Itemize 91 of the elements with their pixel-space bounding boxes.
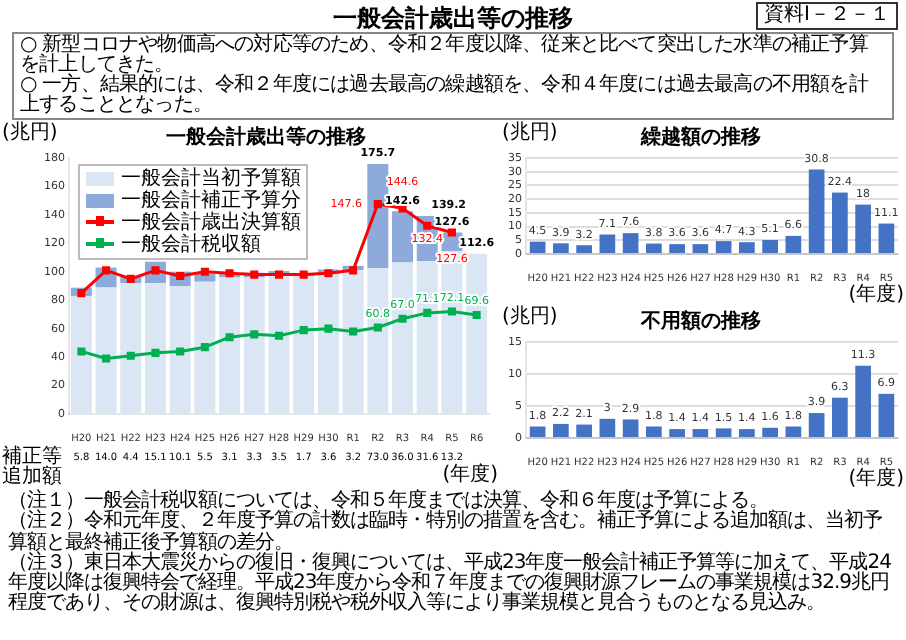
y-axis-title: (兆円) [502,122,558,144]
point [349,266,358,275]
bar [622,419,639,437]
point [324,269,333,278]
bar [808,413,825,437]
point [126,351,135,360]
point [102,266,111,275]
bar [392,262,414,414]
bar [669,244,685,253]
point [250,330,259,339]
bar [553,423,569,437]
point [398,314,407,323]
text: ○ 一方、結果的には、令和２年度には過去最高の繰越額を、令和４年度には過去最高の不用額を計上することとなった。 [20,74,871,116]
bar [529,241,546,253]
bar [144,283,166,414]
point [324,324,333,333]
bar [715,241,732,253]
point [373,200,382,209]
point [299,326,308,335]
point [423,221,432,230]
bar [669,429,685,437]
bar [646,426,662,437]
bar [878,223,895,253]
chart-title: 一般会計歳出等の推移 [166,125,366,150]
bar [599,418,616,437]
text: 一般会計歳出等の推移 [333,4,573,32]
x-axis-title: (年度) [442,464,498,486]
point [274,270,284,279]
bar [715,428,732,437]
point [373,323,382,332]
x-axis-title: (年度) [848,468,904,490]
bar [219,277,241,414]
bar [553,243,569,253]
chart-title: 繰越額の推移 [639,125,761,150]
point [299,270,308,279]
point [151,348,160,357]
bar [739,429,755,437]
bar [878,393,895,437]
bar [576,424,592,437]
text: （注２）令和元年度、２年度予算の計数は臨時・特別の措置を含む。補正予算による追加額は、当初予算額と最終補正後予算額の差分。 [8,510,882,554]
text: 補正等追加額 [2,446,64,488]
point [77,289,86,298]
bar [785,426,802,437]
point [102,354,111,363]
bar [762,240,778,253]
bar [392,211,414,263]
legend-label: 一般会計税収額 [120,234,261,256]
point [447,307,456,316]
bar [293,276,315,414]
bar [855,365,871,437]
bar [692,429,709,437]
bar [808,169,825,253]
bar [646,243,662,253]
point [225,269,234,278]
legend-label: 一般会計補正予算分 [120,190,301,212]
bar [855,204,871,253]
bar [317,274,339,414]
bar [832,397,848,437]
bar [622,233,639,253]
point [349,327,358,336]
point [126,274,135,283]
point [423,308,432,317]
text: （注３）東日本大震災からの復旧・復興については、平成23年度一般会計補正予算等に加えて、平成24年度以降は復興特会で経理。平成23年度から令和７年度までの復興財源フレームの事業規模は32.9兆円程度であり、その財源は、復興特別税や税外収入等により事業規模と見合うものとなる見込み。 [8,551,893,616]
bar [739,242,755,253]
bar [762,427,778,437]
bar [576,245,592,253]
point [274,331,284,340]
point [250,270,259,279]
point [472,310,481,320]
text: ○ 新型コロナや物価高への対応等のため、令和２年度以降、従来と比べて突出した水準の補正予算を計上してきた。 [20,34,868,76]
y-axis-title: (兆円) [502,306,558,328]
bar [692,244,709,253]
point [225,333,234,342]
y-axis-title: (兆円) [2,122,58,144]
point [77,347,86,356]
point [200,267,209,276]
text: （注１）一般会計税収額については、令和５年度までは決算、令和６年度は予算による。 [8,490,768,512]
point [176,347,185,356]
bar [832,192,848,253]
legend-label: 一般会計歳出決算額 [120,212,301,234]
point [447,228,456,237]
bar [599,234,616,253]
bar [70,295,92,414]
bar [466,253,488,414]
point [200,343,209,352]
legend-label: 一般会計当初予算額 [120,168,301,190]
x-axis-title: (年度) [848,284,904,306]
chart-title: 不用額の推移 [639,309,761,334]
bar [529,426,546,437]
bar [785,235,802,253]
text: 資料Ⅰ－２－１ [756,2,898,30]
